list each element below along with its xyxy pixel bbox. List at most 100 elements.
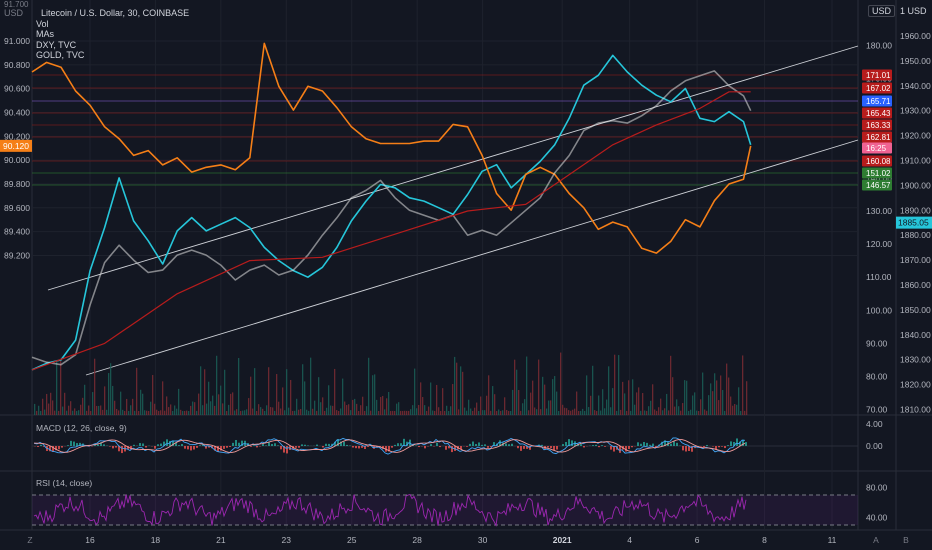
volume-bar	[622, 381, 624, 415]
level-tag	[862, 167, 892, 179]
macd-histogram-bar	[193, 446, 195, 450]
volume-bar	[496, 410, 498, 415]
macd-histogram-bar	[214, 446, 216, 451]
volume-bar	[526, 356, 528, 415]
macd-histogram-bar	[460, 446, 462, 450]
volume-bar	[322, 397, 324, 415]
rsi-band	[32, 495, 858, 525]
macd-histogram-bar	[295, 446, 297, 448]
macd-histogram-bar	[172, 440, 174, 446]
volume-bar	[408, 410, 410, 415]
macd-histogram-bar	[682, 446, 684, 451]
rsi-label[interactable]: RSI (14, close)	[36, 478, 93, 488]
macd-histogram-bar	[643, 441, 645, 446]
macd-histogram-bar	[478, 442, 480, 446]
volume-bar	[66, 410, 68, 415]
volume-bar	[738, 387, 740, 415]
right-currency[interactable]: USD	[868, 5, 896, 17]
level-tag-label: 160.08	[866, 157, 891, 166]
chart-title[interactable]: Litecoin / U.S. Dollar, 30, COINBASE	[41, 8, 190, 18]
volume-bar	[202, 405, 204, 415]
macd-histogram-bar	[583, 446, 585, 448]
volume-bar	[456, 362, 458, 415]
volume-bar	[536, 409, 538, 415]
volume-bar	[230, 393, 232, 415]
macd-histogram-bar	[343, 441, 345, 446]
volume-bar	[168, 407, 170, 415]
volume-bar	[720, 375, 722, 415]
volume-bar	[334, 368, 336, 415]
macd-histogram-bar	[571, 440, 573, 446]
volume-bar	[378, 410, 380, 415]
volume-bar	[404, 410, 406, 415]
volume-bar	[690, 409, 692, 415]
legend-vol[interactable]: Vol	[36, 18, 49, 29]
left-tick-label: 90.800	[4, 60, 30, 70]
macd-histogram-bar	[190, 446, 192, 451]
volume-bar	[498, 409, 500, 415]
volume-bar	[626, 410, 628, 415]
volume-bar	[360, 405, 362, 415]
volume-bar	[376, 399, 378, 415]
volume-bar	[260, 407, 262, 415]
macd-histogram-bar	[673, 441, 675, 446]
volume-bar	[718, 400, 720, 415]
macd-histogram-bar	[382, 446, 384, 449]
volume-bars	[34, 352, 748, 415]
macd-label[interactable]: MACD (12, 26, close, 9)	[36, 423, 127, 433]
macd-histogram-bar	[346, 444, 348, 446]
volume-bar	[438, 407, 440, 415]
far-right-currency[interactable]: 1 USD	[900, 6, 927, 16]
volume-bar	[542, 376, 544, 415]
volume-bar	[132, 398, 134, 415]
macd-histogram-bar	[481, 444, 483, 446]
legend-gold[interactable]: GOLD, TVC	[36, 50, 85, 60]
volume-bar	[188, 410, 190, 415]
macd-histogram-bar	[391, 446, 393, 448]
macd-histogram-bar	[406, 441, 408, 446]
right-tick-label: 1870.00	[900, 255, 931, 265]
volume-bar	[286, 369, 288, 415]
macd-histogram-bar	[76, 443, 78, 446]
volume-bar	[588, 407, 590, 415]
macd-histogram-bar	[58, 446, 60, 450]
volume-bar	[258, 404, 260, 415]
level-tag	[862, 179, 892, 191]
macd-histogram-bar	[517, 446, 519, 449]
volume-bar	[670, 355, 672, 415]
macd-histogram-bar	[220, 446, 222, 451]
volume-bar	[590, 395, 592, 415]
volume-bar	[294, 410, 296, 415]
macd-histogram-bar	[256, 446, 258, 448]
volume-bar	[742, 355, 744, 415]
volume-bar	[596, 410, 598, 415]
mid-tick-label: 80.00	[866, 372, 888, 382]
macd-histogram-bar	[523, 446, 525, 449]
legend-dxy[interactable]: DXY, TVC	[36, 39, 77, 50]
macd-histogram-bar	[37, 446, 39, 447]
macd-histogram-bar	[451, 446, 453, 453]
volume-bar	[268, 367, 270, 415]
volume-bar	[42, 398, 44, 415]
volume-bar	[564, 407, 566, 415]
macd-histogram-bar	[280, 446, 282, 450]
macd-histogram-bar	[127, 446, 129, 450]
volume-bar	[242, 410, 244, 415]
volume-bar	[250, 376, 252, 415]
volume-bar	[710, 383, 712, 415]
macd-histogram-bar	[355, 446, 357, 449]
volume-bar	[172, 410, 174, 415]
legend-mas[interactable]: MAs	[36, 29, 54, 39]
volume-bar	[344, 401, 346, 415]
volume-bar	[192, 401, 194, 415]
macd-histogram-bar	[49, 446, 51, 452]
volume-bar	[276, 374, 278, 415]
macd-histogram-bar	[118, 446, 120, 452]
macd-histogram-bar	[307, 445, 309, 446]
left-tick-label: 91.000	[4, 36, 30, 46]
macd-histogram-bar	[166, 439, 168, 446]
macd-histogram-bar	[340, 441, 342, 446]
volume-bar	[304, 381, 306, 415]
volume-bar	[662, 410, 664, 415]
